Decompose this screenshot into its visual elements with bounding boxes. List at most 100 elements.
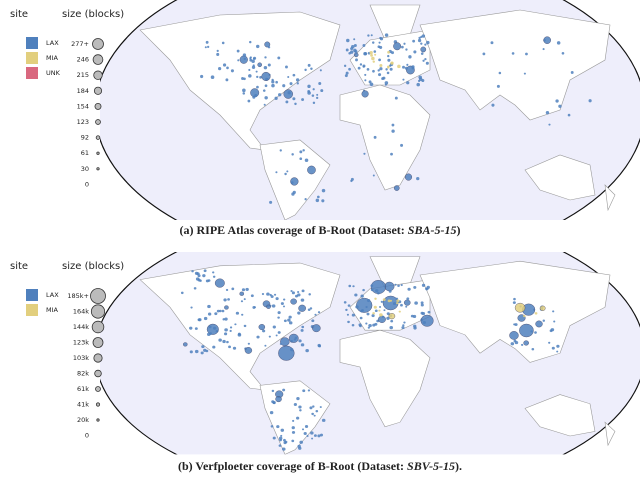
coverage-dot bbox=[263, 103, 266, 106]
coverage-dot bbox=[380, 300, 384, 303]
coverage-dot bbox=[207, 45, 210, 48]
coverage-dot bbox=[299, 409, 302, 412]
coverage-dot bbox=[534, 331, 537, 334]
coverage-dot bbox=[262, 329, 266, 333]
figure-caption: (a) RIPE Atlas coverage of B-Root (Datas… bbox=[180, 223, 461, 237]
legend-size-circle bbox=[95, 135, 101, 140]
coverage-dot bbox=[377, 292, 380, 295]
coverage-dot bbox=[513, 297, 516, 301]
coverage-dot bbox=[251, 65, 256, 69]
coverage-dot bbox=[556, 350, 559, 353]
coverage-dot bbox=[405, 305, 408, 308]
coverage-dot bbox=[523, 314, 526, 318]
coverage-dot bbox=[232, 346, 237, 350]
coverage-dot bbox=[278, 444, 282, 447]
legend-label: MIA bbox=[46, 306, 59, 314]
coverage-dot bbox=[291, 291, 295, 295]
coverage-dot bbox=[421, 312, 426, 316]
coverage-dot bbox=[272, 436, 276, 440]
coverage-dot bbox=[256, 85, 259, 89]
coverage-dot bbox=[369, 50, 373, 55]
coverage-dot bbox=[295, 78, 300, 82]
coverage-dot bbox=[247, 342, 250, 345]
coverage-dot bbox=[319, 406, 322, 409]
coverage-dot bbox=[366, 299, 371, 303]
coverage-dot bbox=[287, 75, 290, 78]
coverage-dot bbox=[347, 320, 350, 324]
coverage-dot bbox=[371, 314, 375, 318]
coverage-dot bbox=[379, 313, 383, 317]
coverage-dot bbox=[360, 294, 364, 298]
coverage-dot bbox=[372, 323, 376, 327]
legend-size-label: 277+ bbox=[71, 40, 89, 48]
coverage-dot bbox=[266, 292, 270, 296]
coverage-dot bbox=[218, 67, 222, 71]
coverage-dot bbox=[222, 318, 225, 321]
coverage-dot bbox=[392, 302, 397, 305]
coverage-dot bbox=[306, 435, 309, 438]
coverage-dot bbox=[204, 46, 207, 49]
coverage-dot bbox=[200, 351, 204, 355]
coverage-dot bbox=[374, 309, 378, 313]
legend-size-label: 123k bbox=[73, 339, 89, 347]
coverage-dot bbox=[378, 73, 382, 77]
coverage-dot bbox=[351, 324, 355, 327]
coverage-dot bbox=[277, 311, 281, 315]
coverage-dot bbox=[317, 311, 321, 314]
legend-size-circle bbox=[93, 70, 103, 80]
legend-title: site bbox=[10, 261, 28, 272]
coverage-dot bbox=[379, 63, 383, 68]
coverage-dot bbox=[224, 328, 228, 332]
coverage-dot bbox=[228, 345, 231, 349]
coverage-dot bbox=[319, 69, 322, 72]
coverage-dot bbox=[288, 315, 292, 319]
coverage-dot bbox=[417, 38, 422, 43]
coverage-dot bbox=[377, 45, 381, 49]
coverage-dot bbox=[278, 93, 282, 97]
coverage-dot bbox=[241, 313, 244, 316]
coverage-dot bbox=[276, 425, 280, 429]
coverage-dot bbox=[209, 332, 213, 336]
coverage-dot bbox=[402, 78, 405, 81]
coverage-dot bbox=[285, 100, 289, 104]
coverage-dot bbox=[203, 348, 207, 352]
coverage-dot bbox=[321, 418, 326, 422]
legend-size-label: 123 bbox=[77, 118, 89, 126]
coverage-dot bbox=[267, 63, 271, 67]
coverage-dot bbox=[279, 149, 282, 152]
coverage-dot bbox=[416, 176, 420, 181]
legend-swatch bbox=[26, 304, 38, 316]
coverage-dot bbox=[398, 310, 401, 313]
coverage-dot bbox=[353, 52, 359, 58]
coverage-dot bbox=[553, 320, 556, 323]
coverage-dot bbox=[299, 150, 303, 154]
coverage-dot bbox=[425, 61, 429, 65]
coverage-dot bbox=[235, 311, 240, 315]
coverage-dot bbox=[315, 409, 319, 413]
coverage-dot bbox=[378, 41, 381, 44]
coverage-dot bbox=[552, 310, 555, 313]
coverage-dot bbox=[277, 56, 281, 60]
coverage-dot bbox=[283, 319, 287, 323]
coverage-dot bbox=[388, 313, 396, 320]
coverage-dot bbox=[359, 324, 362, 328]
coverage-dot bbox=[229, 329, 232, 333]
coverage-dot bbox=[400, 284, 403, 287]
coverage-dot bbox=[317, 343, 321, 348]
coverage-dot bbox=[291, 430, 296, 434]
coverage-dot bbox=[242, 53, 247, 57]
legend-size-circle bbox=[95, 402, 101, 407]
coverage-dot bbox=[216, 309, 220, 313]
coverage-dot bbox=[308, 293, 311, 296]
legend-size-label: 0 bbox=[85, 432, 89, 440]
coverage-dot bbox=[302, 389, 306, 393]
coverage-dot bbox=[420, 46, 427, 53]
coverage-dot bbox=[359, 63, 363, 66]
figure-caption: (b) Verfploeter coverage of B-Root (Data… bbox=[178, 459, 462, 473]
legend-size-label: 20k bbox=[77, 416, 89, 424]
coverage-dot bbox=[291, 153, 294, 156]
coverage-dot bbox=[288, 333, 299, 343]
coverage-dot bbox=[285, 65, 288, 69]
coverage-dot bbox=[251, 59, 255, 64]
coverage-dot bbox=[224, 317, 228, 321]
